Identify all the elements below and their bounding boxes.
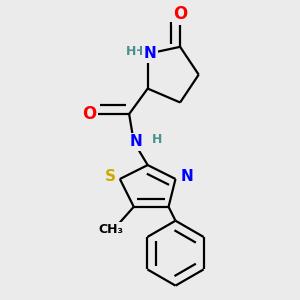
Text: CH₃: CH₃	[98, 224, 123, 236]
Text: H: H	[152, 133, 162, 146]
Text: O: O	[82, 105, 97, 123]
Text: S: S	[105, 169, 116, 184]
Text: N: N	[181, 169, 194, 184]
Text: O: O	[173, 5, 187, 23]
Text: N: N	[130, 134, 142, 149]
Text: H: H	[126, 45, 136, 58]
Text: H: H	[133, 45, 144, 58]
Text: N: N	[144, 46, 156, 61]
